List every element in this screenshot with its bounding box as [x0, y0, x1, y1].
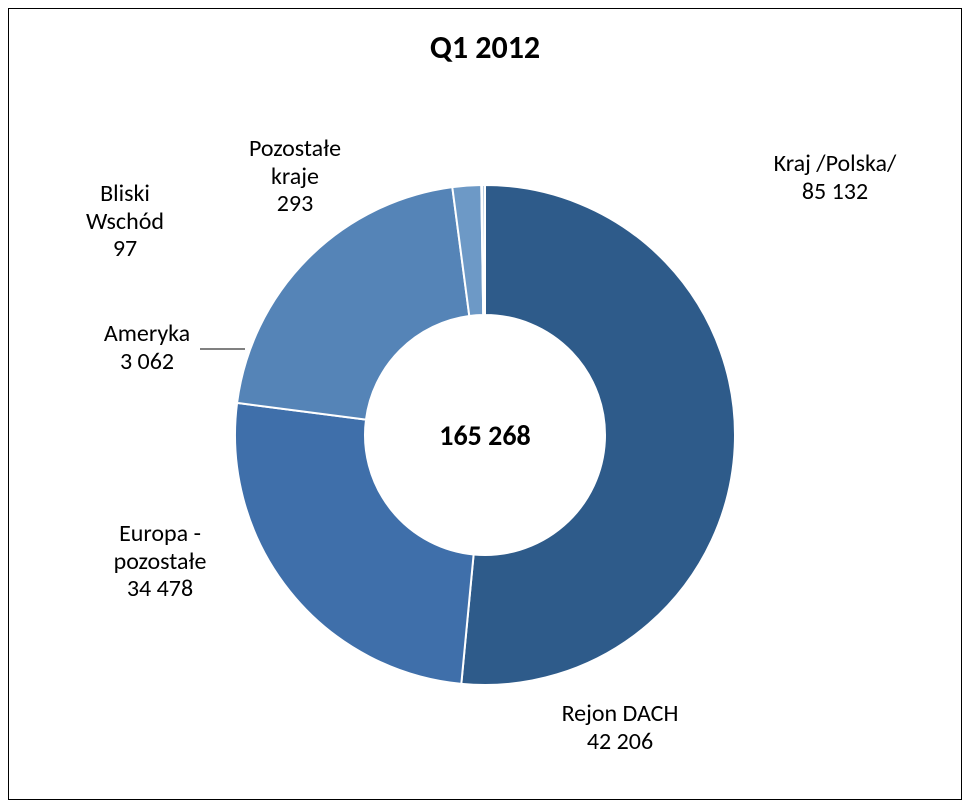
slice-europa-pozosta-e: [237, 187, 469, 419]
slice-label-pozosta-e-kraje: Pozostałekraje293: [215, 135, 375, 218]
center-total: 165 268: [410, 418, 560, 453]
slice-label-ameryka: Ameryka3 062: [72, 320, 222, 375]
slice-label-rejon-dach: Rejon DACH42 206: [520, 700, 720, 755]
slice-label-bliski-wsch-d: BliskiWschód97: [55, 180, 195, 263]
slice-label-kraj-polska-: Kraj /Polska/85 132: [740, 150, 930, 205]
slice-pozosta-e-kraje: [482, 185, 485, 315]
donut-chart: [0, 0, 970, 808]
slice-label-europa-pozosta-e: Europa -pozostałe34 478: [75, 520, 245, 603]
